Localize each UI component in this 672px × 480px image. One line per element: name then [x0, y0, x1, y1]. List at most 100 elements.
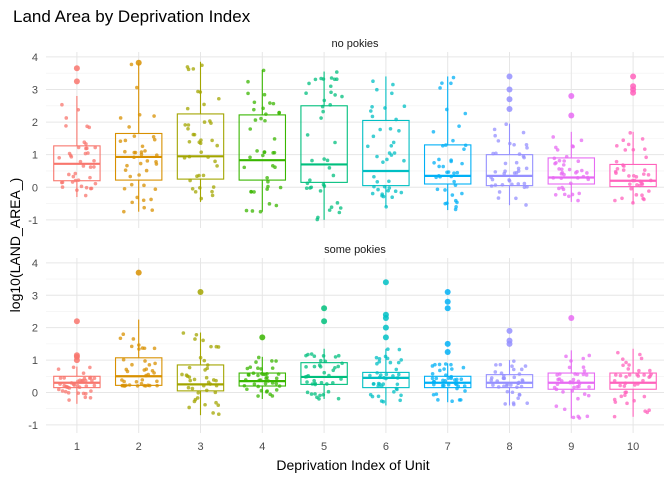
box-6	[362, 279, 410, 406]
data-point	[85, 124, 89, 129]
data-point	[184, 373, 189, 378]
data-point	[519, 367, 524, 372]
data-point	[390, 195, 394, 200]
data-point	[83, 151, 88, 156]
data-point	[614, 159, 619, 164]
data-point	[614, 171, 618, 175]
data-point	[143, 359, 147, 363]
data-point	[398, 398, 402, 403]
data-point	[557, 186, 561, 191]
y-tick-label: 1	[32, 355, 38, 367]
data-point	[329, 76, 334, 80]
data-point	[377, 356, 382, 361]
data-point	[201, 338, 205, 343]
box-rect	[547, 157, 596, 185]
data-point	[123, 168, 128, 172]
data-point	[308, 178, 312, 183]
data-point	[139, 152, 144, 157]
data-point	[150, 208, 155, 212]
outlier-point	[630, 83, 637, 90]
data-point	[460, 191, 464, 196]
data-point	[496, 139, 501, 143]
data-point	[516, 182, 521, 186]
data-point	[381, 160, 385, 164]
data-point	[430, 364, 435, 368]
box-5	[300, 305, 348, 401]
data-point	[646, 173, 651, 177]
data-point	[248, 155, 252, 160]
data-point	[194, 332, 199, 337]
data-point	[245, 366, 250, 371]
data-point	[553, 192, 558, 197]
data-point	[304, 91, 308, 96]
data-point	[621, 363, 625, 368]
data-point	[449, 158, 453, 162]
data-point	[202, 358, 207, 363]
x-tick-label: 8	[506, 441, 512, 453]
data-point	[274, 376, 279, 381]
data-point	[274, 359, 278, 363]
data-point	[514, 196, 518, 201]
data-point	[551, 135, 555, 139]
data-point	[312, 364, 317, 369]
data-point	[496, 196, 501, 200]
outlier-point	[568, 314, 575, 321]
data-point	[557, 377, 562, 381]
data-point	[134, 379, 139, 384]
box-5	[300, 70, 348, 222]
data-point	[187, 140, 192, 144]
data-point	[620, 196, 624, 201]
outlier-point	[506, 327, 513, 334]
box-10	[609, 348, 657, 419]
data-point	[199, 150, 204, 154]
data-point	[370, 191, 375, 196]
box-rect	[238, 372, 287, 387]
data-point	[390, 91, 394, 96]
data-point	[308, 186, 312, 190]
data-point	[619, 394, 624, 399]
data-point	[576, 396, 580, 401]
data-point	[249, 190, 254, 194]
data-point	[124, 367, 129, 372]
data-point	[616, 350, 620, 355]
data-point	[263, 381, 268, 386]
data-point	[319, 380, 324, 385]
data-point	[213, 390, 218, 395]
data-point	[252, 100, 257, 105]
data-point	[399, 358, 404, 362]
data-point	[81, 371, 86, 375]
data-point	[647, 189, 651, 193]
data-point	[432, 160, 436, 165]
data-point	[202, 120, 207, 124]
data-point	[152, 371, 156, 375]
data-point	[186, 123, 191, 127]
outlier-point	[73, 352, 80, 359]
data-point	[634, 193, 639, 197]
data-point	[510, 364, 514, 369]
data-point	[313, 392, 317, 396]
data-point	[625, 401, 629, 406]
data-point	[376, 187, 380, 192]
data-point	[127, 125, 131, 129]
data-point	[137, 173, 141, 177]
data-point	[575, 169, 579, 174]
data-point	[376, 381, 381, 386]
data-point	[567, 365, 572, 370]
data-point	[331, 173, 336, 178]
data-point	[576, 159, 581, 164]
data-point	[638, 352, 642, 357]
data-point	[388, 127, 393, 131]
data-point	[195, 396, 200, 400]
data-point	[130, 200, 134, 205]
x-tick-label: 4	[259, 441, 265, 453]
panel-strip-label: some pokies	[324, 244, 386, 256]
data-point	[135, 85, 139, 90]
data-point	[511, 401, 516, 405]
data-point	[93, 181, 98, 186]
data-point	[627, 363, 631, 367]
data-point	[313, 77, 318, 82]
data-point	[643, 409, 647, 413]
data-point	[571, 415, 576, 420]
data-point	[266, 179, 270, 184]
